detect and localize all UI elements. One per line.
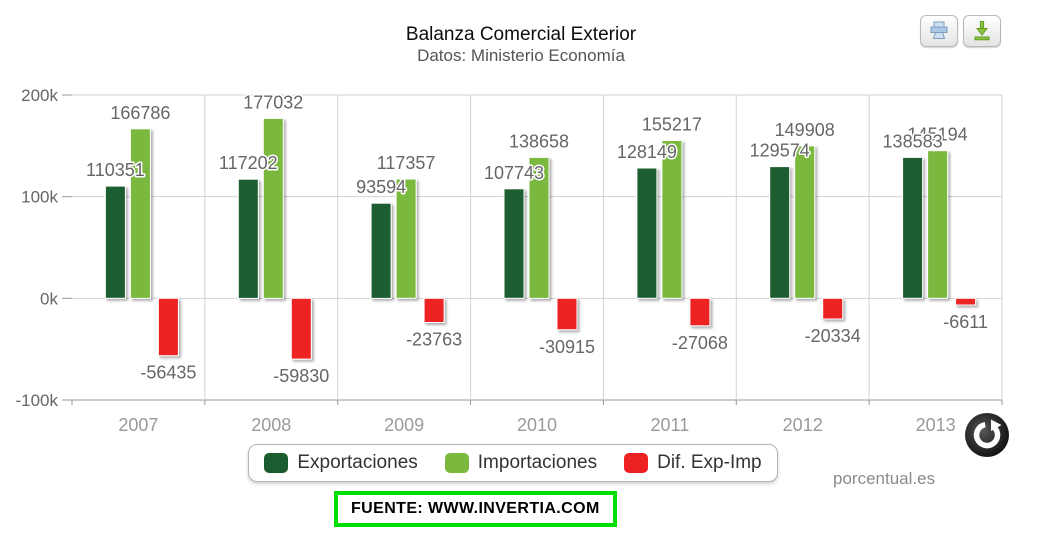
x-axis-label-2010: 2010 [517,415,557,435]
chart-title: Balanza Comercial Exterior [405,24,637,45]
bar-importaciones-2009[interactable] [395,178,417,299]
value-label-importaciones-2011: 155217 [642,115,702,135]
value-label-exportaciones-2007: 110351 [86,160,145,180]
bar-dif-exp-imp-2011[interactable] [689,297,711,327]
bar-exportaciones-2012[interactable] [769,166,791,299]
bar-exportaciones-2008[interactable] [237,178,259,299]
bar-importaciones-2010[interactable] [528,156,550,299]
value-label-importaciones-2012: 149908 [775,120,835,140]
legend-swatch-importaciones [444,453,469,473]
value-label-dif-exp-imp-2010: -30915 [539,337,595,357]
x-axis-label-2007: 2007 [118,415,158,435]
legend-item-dif-exp-imp[interactable]: Dif. Exp-Imp [624,452,762,474]
bar-importaciones-2013[interactable] [927,150,949,299]
value-label-importaciones-2007: 166786 [110,103,170,123]
x-axis-label-2009: 2009 [384,415,424,435]
value-label-exportaciones-2008: 117202 [219,153,278,173]
legend-swatch-dif-exp-imp [624,453,649,473]
bar-exportaciones-2013[interactable] [902,156,924,299]
bar-exportaciones-2009[interactable] [370,202,392,299]
bar-exportaciones-2007[interactable] [104,185,126,299]
bar-importaciones-2008[interactable] [262,117,284,299]
x-axis-label-2008: 2008 [251,415,291,435]
bar-dif-exp-imp-2010[interactable] [556,297,578,331]
bar-importaciones-2012[interactable] [794,145,816,299]
x-axis-label-2012: 2012 [783,415,823,435]
credit-link[interactable]: porcentual.es [833,469,936,488]
value-label-exportaciones-2010: 107743 [484,163,544,183]
refresh-button[interactable] [963,410,1011,458]
value-label-dif-exp-imp-2007: -56435 [140,363,196,383]
value-label-importaciones-2010: 138658 [509,131,569,151]
legend-item-importaciones[interactable]: Importaciones [444,452,598,474]
source-box: FUENTE: WWW.INVERTIA.COM [334,491,617,527]
legend-label-importaciones: Importaciones [477,452,598,473]
y-axis-label: 200k [21,86,58,105]
value-label-exportaciones-2009: 93594 [356,177,406,197]
bar-dif-exp-imp-2009[interactable] [423,297,445,323]
value-label-dif-exp-imp-2013: -6611 [943,312,988,332]
y-axis-label: 0k [40,289,58,308]
value-label-dif-exp-imp-2012: -20334 [805,326,861,346]
value-label-importaciones-2009: 117357 [377,153,436,173]
bar-exportaciones-2010[interactable] [503,188,525,299]
bar-exportaciones-2011[interactable] [636,167,658,299]
value-label-exportaciones-2013: 138583 [883,131,943,151]
x-axis-label-2011: 2011 [651,415,690,435]
bar-dif-exp-imp-2013[interactable] [955,297,977,306]
x-axis-label-2013: 2013 [916,415,956,435]
legend-label-exportaciones: Exportaciones [297,452,418,473]
download-chart-button[interactable] [963,15,1001,47]
legend-swatch-exportaciones [264,453,289,473]
bar-dif-exp-imp-2007[interactable] [157,297,179,357]
y-axis-label: 100k [21,188,58,207]
bar-dif-exp-imp-2008[interactable] [290,297,312,360]
legend-item-exportaciones[interactable]: Exportaciones [264,452,418,474]
y-axis-label: -100k [15,391,58,410]
value-label-exportaciones-2012: 129574 [750,141,810,161]
value-label-dif-exp-imp-2011: -27068 [672,333,728,353]
bar-dif-exp-imp-2012[interactable] [822,297,844,320]
bar-importaciones-2011[interactable] [661,140,683,299]
value-label-importaciones-2013: 145194 [908,125,968,145]
value-label-dif-exp-imp-2009: -23763 [406,330,462,350]
chart-subtitle: Datos: Ministerio Economía [417,46,625,65]
bar-importaciones-2007[interactable] [129,128,151,299]
download-icon [974,21,990,41]
legend: Exportaciones Importaciones Dif. Exp-Imp [248,444,778,482]
value-label-importaciones-2008: 177032 [243,92,303,112]
value-label-dif-exp-imp-2008: -59830 [273,366,329,386]
print-icon [930,21,948,39]
refresh-icon [965,413,1009,457]
print-chart-button[interactable] [920,15,958,47]
value-label-exportaciones-2011: 128149 [617,142,677,162]
legend-label-dif-exp-imp: Dif. Exp-Imp [657,452,762,473]
